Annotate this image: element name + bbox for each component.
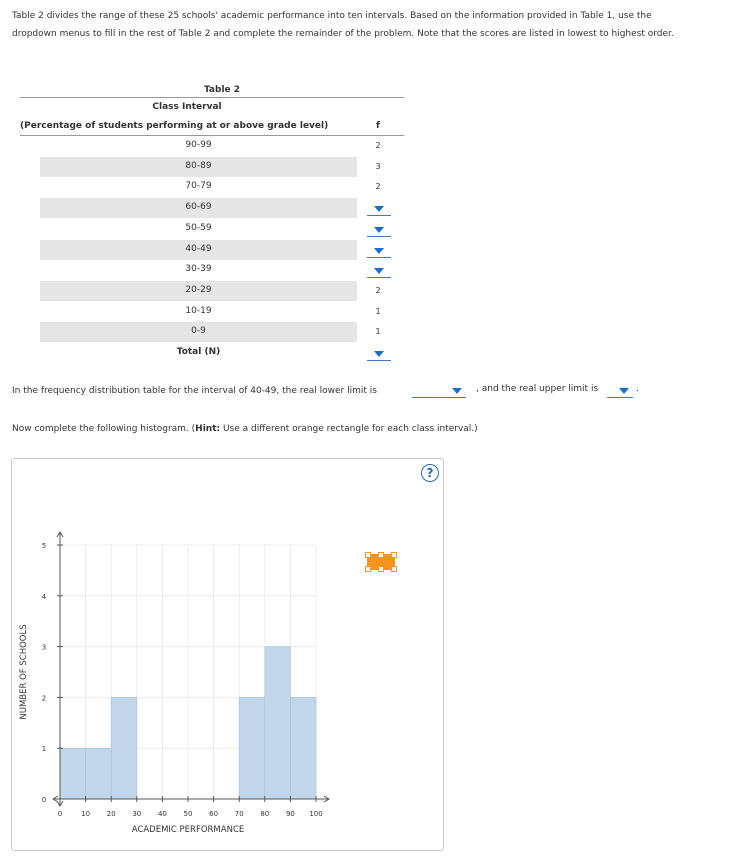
- class-interval-cell: 30-39: [185, 264, 212, 275]
- x-tick-label: 70: [235, 810, 244, 818]
- rectangle-tool-handle: [378, 566, 384, 572]
- frequency-cell: 1: [375, 327, 381, 337]
- table-row: 40-49: [12, 239, 402, 260]
- y-tick-label: 3: [42, 644, 46, 652]
- x-axis-label: ACADEMIC PERFORMANCE: [132, 825, 245, 835]
- table-row: 60-69: [12, 198, 402, 219]
- rectangle-tool-handle: [365, 552, 371, 558]
- class-interval-cell: 0-9: [191, 326, 206, 337]
- histogram[interactable]: 0 10 20 30 40 50 60 70 80 90 100 0 1 2 3 4 5 ACADEMIC PER…: [12, 459, 342, 849]
- x-tick-label: 0: [58, 810, 62, 818]
- class-interval-cell: 40-49: [185, 243, 212, 254]
- hint-text-after: Use a different orange rectangle for eac…: [220, 424, 478, 434]
- class-interval-cell: 10-19: [185, 305, 212, 316]
- instructions-line-1: Table 2 divides the range of these 25 sc…: [12, 11, 652, 21]
- frequency-dropdown[interactable]: [367, 244, 391, 258]
- frequency-dropdown[interactable]: [367, 264, 391, 279]
- instructions-line-2: dropdown menus to fill in the rest of Ta…: [12, 29, 674, 39]
- frequency-cell: 2: [375, 141, 381, 150]
- row-band: [40, 280, 357, 301]
- rectangle-tool-handle: [391, 552, 397, 558]
- rectangle-tool-icon[interactable]: [365, 552, 397, 572]
- help-icon[interactable]: ?: [421, 464, 439, 482]
- real-limits-sentence-2: , and the real upper limit is: [476, 384, 599, 394]
- class-interval-subheader: (Percentage of students performing at or…: [20, 121, 329, 131]
- graph-panel: ? 0 10 20 30 40 50 60 70 80 90 100 0 1 2 3 4 5 ACADEMIC P…: [11, 458, 444, 851]
- table-top-rule: [20, 97, 404, 98]
- sentence-period: .: [636, 384, 639, 394]
- x-tick-label: 40: [158, 810, 167, 818]
- x-tick-label: 80: [260, 810, 269, 818]
- histogram-bar: [110, 697, 138, 800]
- histogram-bar: [290, 697, 317, 800]
- y-tick-label: 1: [42, 745, 46, 753]
- table-row: 90-99 2: [12, 136, 402, 156]
- rectangle-tool-handle: [378, 552, 384, 558]
- total-dropdown[interactable]: [367, 347, 391, 361]
- row-band: [40, 239, 357, 260]
- table-row: 30-39: [12, 260, 402, 280]
- y-tick-label: 4: [42, 593, 47, 601]
- class-interval-cell: 80-89: [185, 160, 212, 171]
- x-axis-arrow-right: [323, 795, 330, 803]
- histogram-instructions: Now complete the following histogram. (H…: [12, 424, 478, 434]
- frequency-cell: 1: [375, 306, 381, 316]
- class-interval-header: Class Interval: [152, 102, 222, 112]
- class-interval-cell: 60-69: [185, 202, 212, 213]
- real-upper-limit-dropdown[interactable]: [607, 384, 633, 398]
- y-tick-label: 2: [42, 694, 46, 702]
- hint-text-before: Now complete the following histogram. (: [12, 424, 196, 434]
- row-band: [40, 322, 357, 343]
- x-axis-arrow-left: [52, 795, 59, 803]
- class-interval-cell: 90-99: [185, 140, 212, 150]
- frequency-cell: 2: [375, 285, 381, 295]
- total-label: Total (N): [176, 347, 221, 357]
- x-tick-label: 60: [209, 810, 218, 818]
- class-interval-cell: 20-29: [185, 284, 212, 295]
- y-axis-arrow-down: [56, 800, 64, 807]
- class-interval-cell: 70-79: [185, 181, 212, 192]
- table-row: 10-19 1: [12, 302, 402, 322]
- x-tick-label: 20: [107, 810, 116, 818]
- table-row: 50-59: [12, 219, 402, 239]
- table-title: Table 2: [203, 85, 241, 95]
- row-band: [40, 156, 357, 177]
- frequency-header: f: [376, 121, 380, 131]
- x-tick-label: 90: [286, 810, 295, 818]
- y-axis-arrow-up: [56, 531, 64, 538]
- frequency-cell: 2: [375, 182, 381, 192]
- histogram-bar: [264, 646, 291, 800]
- rectangle-tool-handle: [391, 566, 397, 572]
- x-tick-label: 100: [309, 810, 322, 818]
- real-limits-sentence: In the frequency distribution table for …: [12, 386, 377, 396]
- table-row: 0-9 1: [12, 322, 402, 343]
- table-row: 70-79 2: [12, 177, 402, 197]
- histogram-bar: [59, 747, 86, 800]
- class-interval-cell: 50-59: [185, 222, 212, 233]
- x-tick-label: 50: [184, 810, 193, 818]
- real-lower-limit-dropdown[interactable]: [412, 384, 466, 398]
- table-header-rule: [20, 135, 404, 136]
- histogram-bar: [238, 697, 266, 800]
- frequency-cell: 3: [375, 161, 381, 171]
- instructions: Table 2 divides the range of these 25 sc…: [12, 7, 730, 43]
- hint-label: Hint:: [195, 424, 221, 434]
- table-row: 20-29 2: [12, 280, 402, 301]
- x-tick-label: 10: [81, 810, 90, 818]
- rectangle-tool-handle: [365, 566, 371, 572]
- histogram-bar: [85, 747, 112, 800]
- x-tick-label: 30: [132, 810, 141, 818]
- frequency-dropdown[interactable]: [367, 202, 391, 217]
- row-band: [40, 198, 357, 219]
- table-row: 80-89 3: [12, 156, 402, 177]
- table-total-row: Total (N): [12, 343, 402, 363]
- y-axis-label: NUMBER OF SCHOOLS: [19, 624, 29, 719]
- y-tick-label: 0: [42, 796, 46, 804]
- rectangle-tool-fill: [367, 554, 395, 570]
- frequency-dropdown[interactable]: [367, 223, 391, 237]
- y-tick-label: 5: [42, 542, 46, 550]
